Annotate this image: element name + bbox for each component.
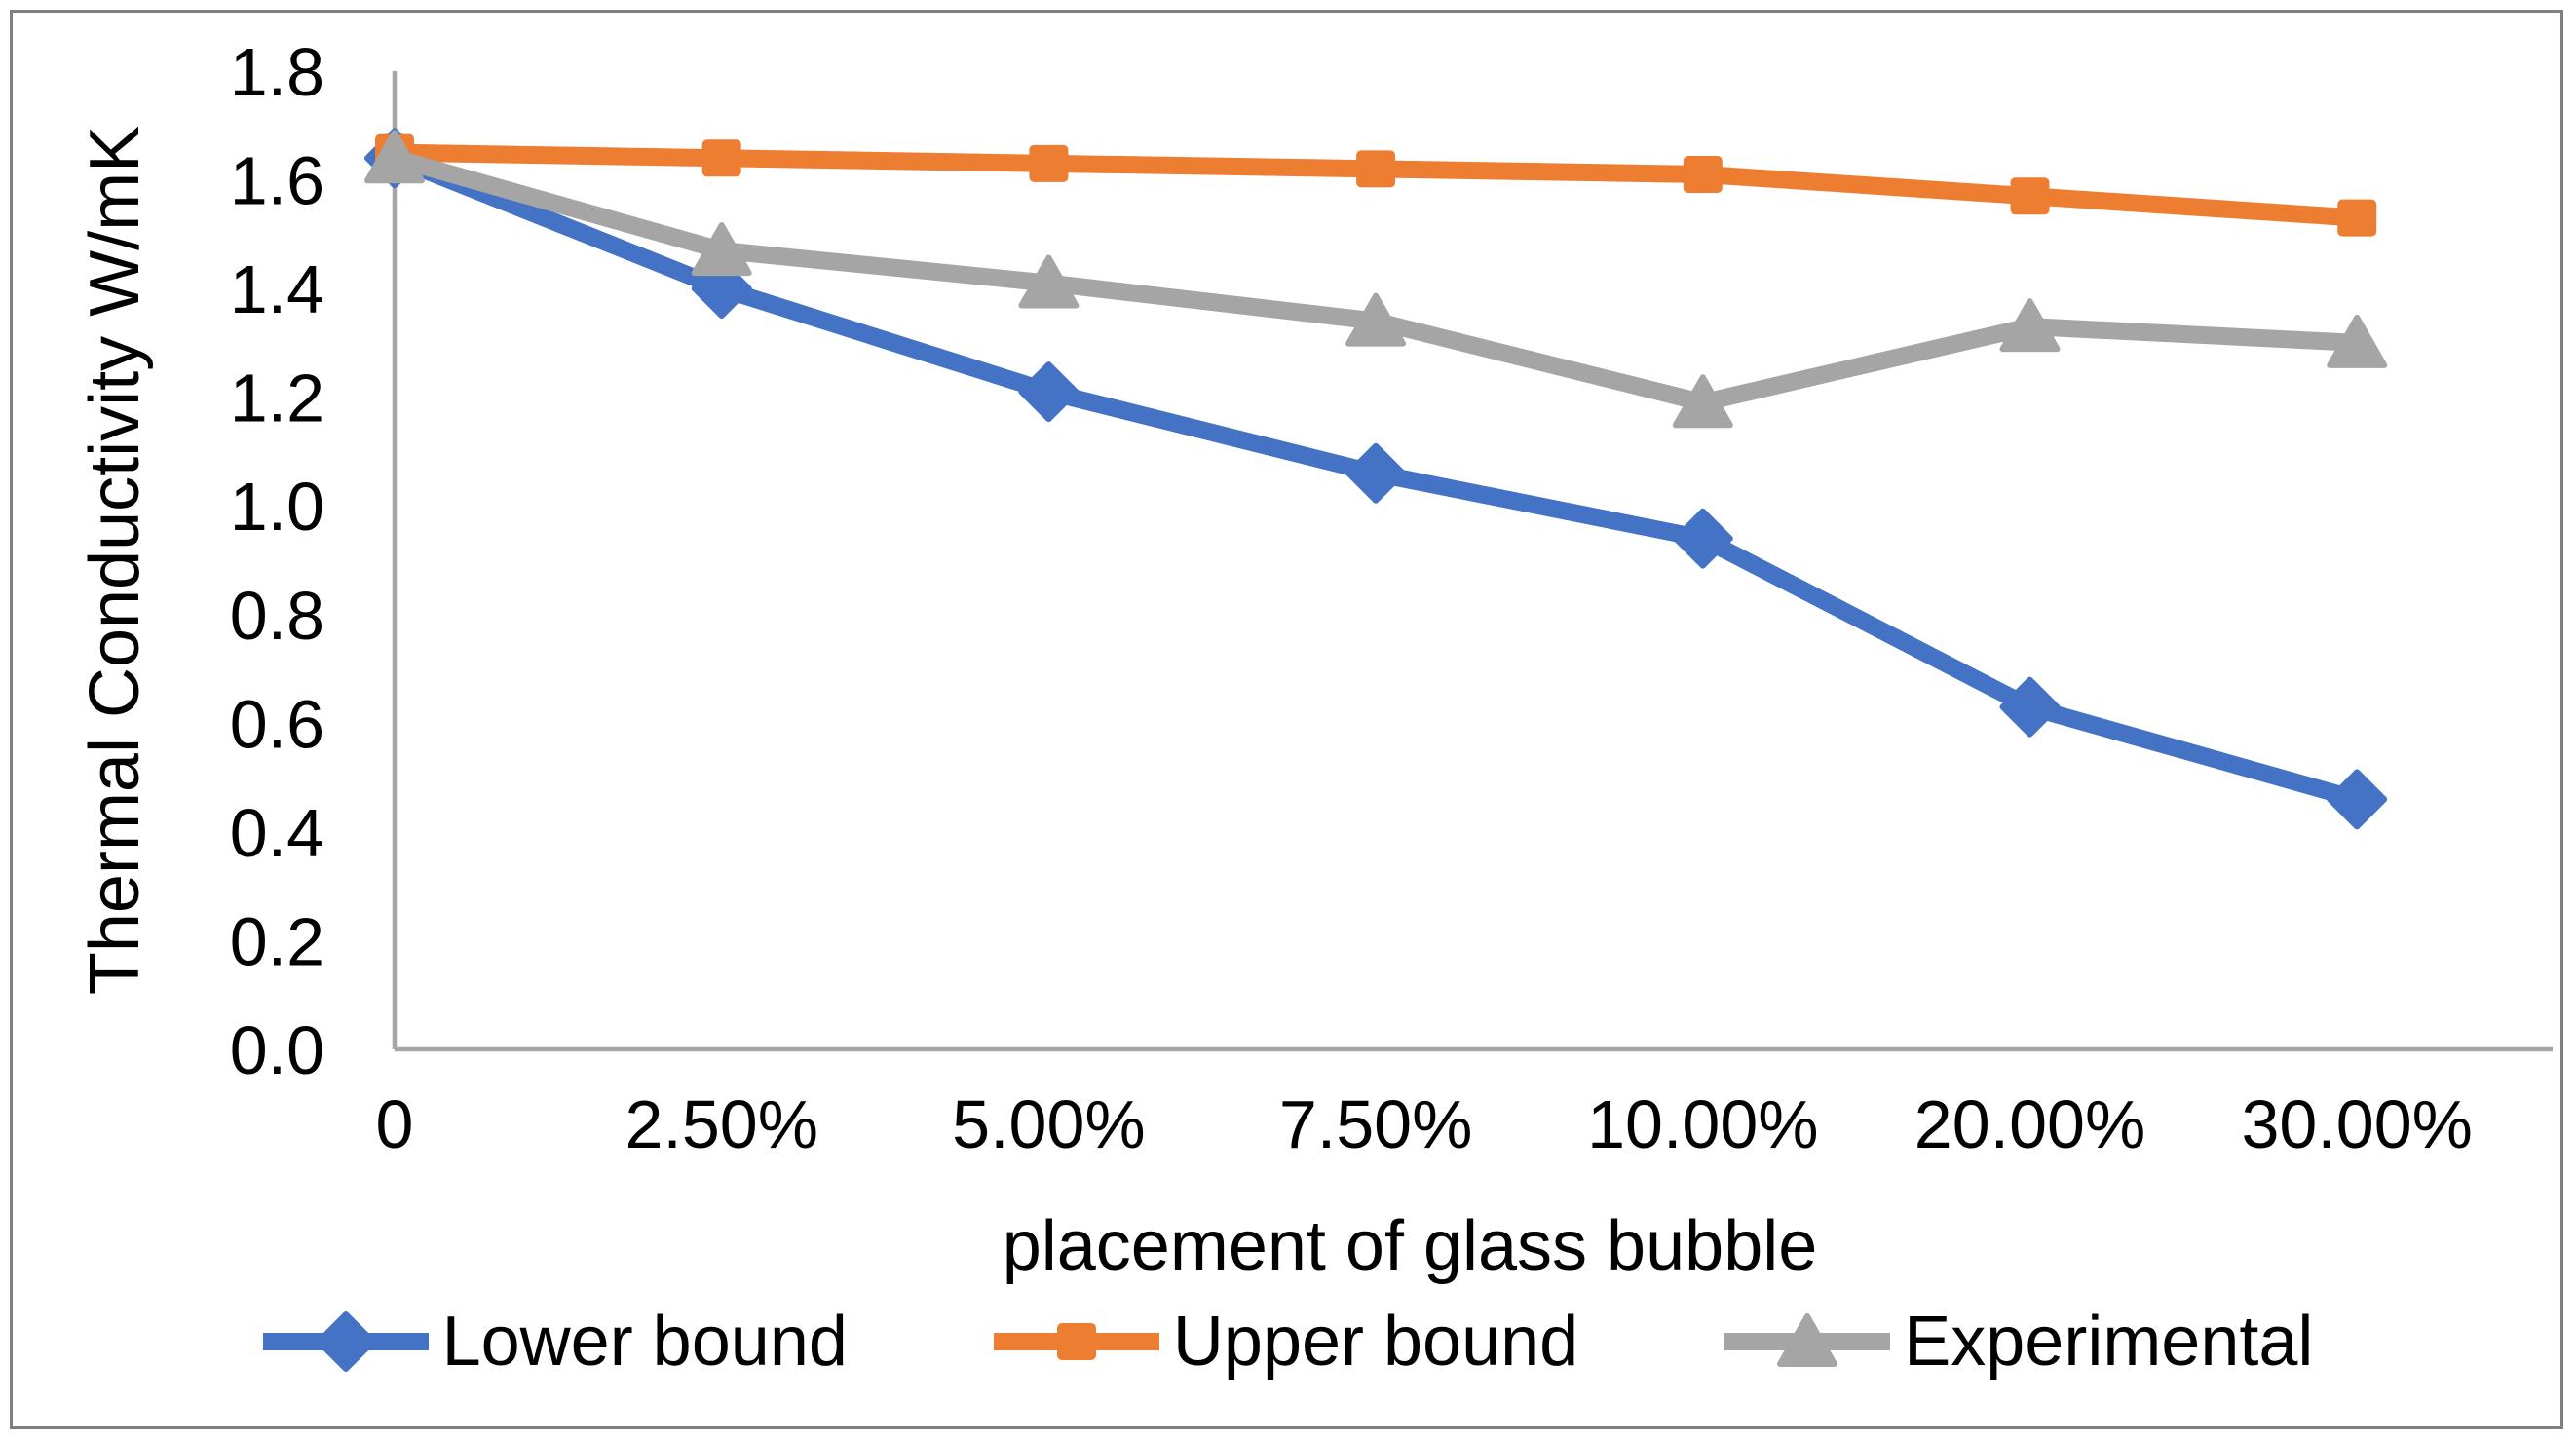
legend-item-experimental: Experimental [1724, 1298, 2313, 1385]
diamond-marker [691, 258, 752, 320]
x-tick-label: 10.00% [1587, 1086, 1818, 1162]
square-marker [701, 139, 741, 177]
y-tick-label: 0.0 [230, 1012, 324, 1088]
triangle-marker [1777, 1313, 1838, 1367]
x-axis-title: placement of glass bubble [1002, 1207, 1818, 1285]
lower-bound-line-marker-icon [262, 1311, 429, 1372]
legend-label-lower-bound: Lower bound [441, 1303, 848, 1381]
y-tick-label: 1.6 [230, 143, 324, 219]
triangle-marker [1999, 298, 2061, 353]
y-tick-label: 1.2 [230, 360, 324, 436]
x-tick-label: 5.00% [952, 1086, 1145, 1162]
x-tick-label: 7.50% [1279, 1086, 1472, 1162]
legend-item-lower-bound: Lower bound [262, 1298, 848, 1385]
chart-legend: Lower bound Upper bound Experimental [0, 1288, 2576, 1395]
diamond-marker [1672, 508, 1733, 569]
square-marker [1356, 150, 1396, 188]
y-tick-label: 1.8 [230, 34, 324, 110]
chart-frame [10, 10, 2563, 1429]
x-tick-label: 20.00% [1914, 1086, 2145, 1162]
y-tick-label: 0.8 [230, 578, 324, 654]
legend-item-upper-bound: Upper bound [993, 1298, 1579, 1385]
diamond-marker [1018, 361, 1080, 423]
triangle-marker [1672, 374, 1733, 429]
square-marker [1029, 144, 1069, 182]
triangle-marker [364, 130, 425, 184]
legend-label-upper-bound: Upper bound [1172, 1303, 1579, 1381]
square-marker [1683, 155, 1723, 193]
triangle-marker [1018, 254, 1080, 309]
x-tick-label: 2.50% [625, 1086, 817, 1162]
diamond-marker [2327, 769, 2388, 830]
y-tick-label: 0.6 [230, 686, 324, 762]
series-upper-bound [375, 133, 2377, 237]
triangle-marker [691, 222, 752, 277]
experimental-line-marker-icon [1724, 1313, 1891, 1367]
triangle-marker [1345, 292, 1407, 347]
diamond-marker [315, 1311, 376, 1372]
y-tick-label: 0.4 [230, 795, 324, 871]
triangle-marker [2327, 314, 2388, 368]
diamond-marker [1999, 676, 2061, 738]
square-marker [2337, 199, 2377, 237]
x-tick-label: 30.00% [2241, 1086, 2472, 1162]
series-experimental [364, 130, 2388, 429]
x-tick-label: 0 [376, 1086, 414, 1162]
square-marker [2010, 177, 2050, 215]
y-tick-label: 0.2 [230, 903, 324, 979]
y-axis-title: Thermal Conductivity W/mK [76, 125, 154, 996]
diamond-marker [1345, 442, 1407, 504]
y-tick-label: 1.0 [230, 469, 324, 545]
y-tick-label: 1.4 [230, 251, 324, 327]
square-marker [1056, 1323, 1096, 1360]
legend-label-experimental: Experimental [1904, 1303, 2314, 1381]
upper-bound-line-marker-icon [993, 1323, 1159, 1360]
